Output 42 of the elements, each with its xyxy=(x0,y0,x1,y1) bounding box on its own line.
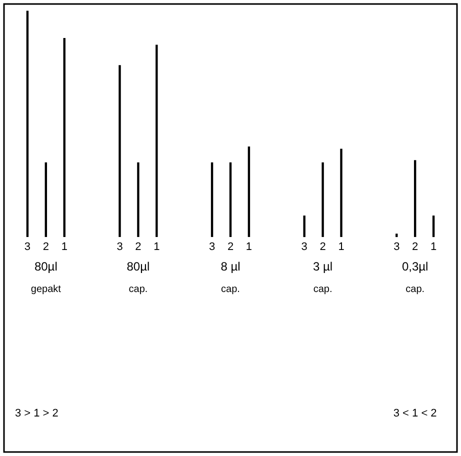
bar xyxy=(156,44,158,238)
x-tick-label: 2 xyxy=(320,241,326,254)
x-tick-label: 2 xyxy=(42,241,49,254)
text: cap. xyxy=(313,284,332,296)
bar xyxy=(303,216,306,238)
text: cap. xyxy=(128,284,148,296)
bar xyxy=(210,162,214,238)
x-tick-label: 1 xyxy=(154,241,160,254)
text: cap. xyxy=(221,284,240,296)
x-tick-label: 1 xyxy=(61,241,68,254)
bar xyxy=(137,162,140,238)
bar xyxy=(248,146,250,238)
x-tick-label: 2 xyxy=(412,241,418,254)
text: 3 µl xyxy=(312,259,333,274)
x-tick-label: 3 xyxy=(116,241,123,254)
text: 0,3µl xyxy=(402,259,428,274)
x-tick-label: 1 xyxy=(246,241,252,254)
bar xyxy=(396,234,398,238)
bar xyxy=(432,216,435,238)
text: 80µl xyxy=(126,259,150,274)
text: 80µl xyxy=(34,259,58,274)
bar xyxy=(63,38,66,238)
x-tick-label: 1 xyxy=(338,241,344,254)
bar xyxy=(322,162,324,238)
x-tick-label: 2 xyxy=(227,241,234,254)
bar xyxy=(414,160,416,238)
x-tick-label: 3 xyxy=(24,241,31,254)
text: cap. xyxy=(406,284,425,296)
bar xyxy=(44,162,48,238)
x-tick-label: 1 xyxy=(430,241,437,254)
x-tick-label: 3 xyxy=(394,241,400,254)
x-tick-label: 2 xyxy=(135,241,142,254)
x-tick-label: 3 xyxy=(301,241,308,254)
text: gepakt xyxy=(30,284,62,296)
x-tick-label: 3 xyxy=(208,241,216,254)
bar xyxy=(26,10,29,238)
text: 8 µl xyxy=(220,259,240,274)
text: 3 < 1 < 2 xyxy=(393,408,437,420)
text: 3 > 1 > 2 xyxy=(14,408,58,420)
bar xyxy=(340,148,342,238)
bar xyxy=(118,65,121,238)
bar xyxy=(229,162,232,238)
